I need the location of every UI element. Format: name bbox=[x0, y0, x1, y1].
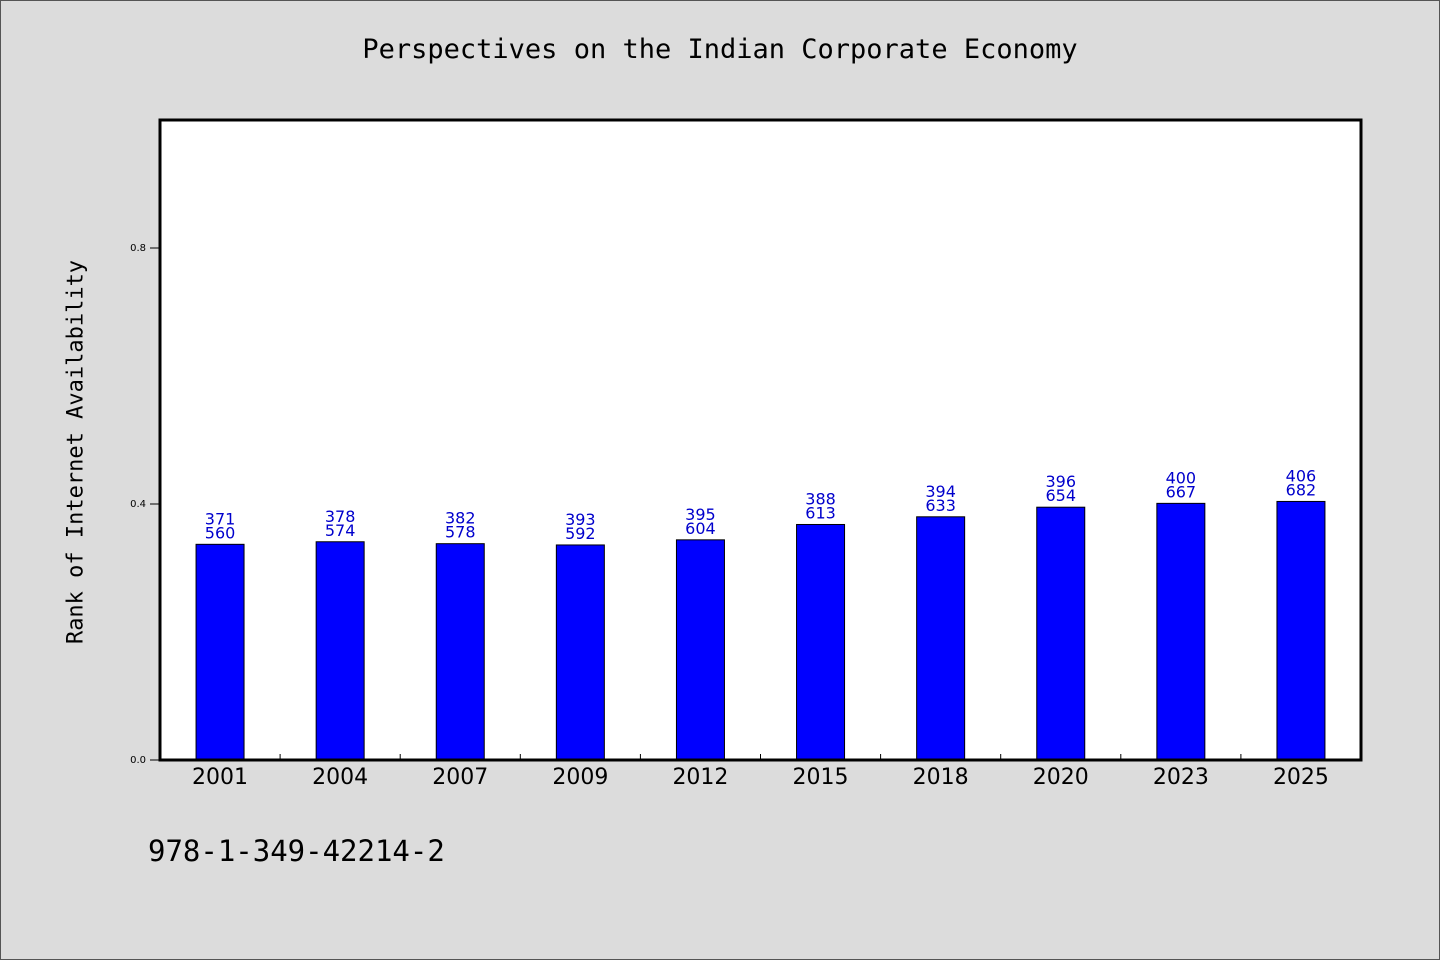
axis-layer: 2001 2004 2007 2009 2012 2015 2018 2020 2023 2025… bbox=[130, 243, 1329, 790]
data-label-top-2009: 393 bbox=[565, 510, 596, 529]
bar-2004 bbox=[315, 541, 365, 761]
data-label-top-2023: 400 bbox=[1166, 468, 1197, 487]
data-label-bottom-2001: 560 bbox=[205, 523, 236, 542]
bar-2007 bbox=[435, 543, 485, 761]
bar-2020 bbox=[1036, 506, 1086, 761]
isbn-label: 978-1-349-42214-2 bbox=[148, 834, 445, 868]
x-tick-label-2025: 2025 bbox=[1273, 765, 1329, 790]
x-tick-label-2018: 2018 bbox=[913, 765, 969, 790]
bar-2023 bbox=[1156, 502, 1206, 761]
bars-layer bbox=[195, 500, 1326, 761]
x-tick-label-2004: 2004 bbox=[312, 765, 368, 790]
y-tick-label: 0.8 bbox=[130, 243, 146, 254]
data-labels-layer: 3715603785743825783935923956043886133946… bbox=[205, 466, 1316, 543]
data-label-top-2020: 396 bbox=[1045, 472, 1076, 491]
data-label-top-2018: 394 bbox=[925, 482, 956, 501]
chart-title: Perspectives on the Indian Corporate Eco… bbox=[362, 34, 1078, 65]
data-label-bottom-2015: 613 bbox=[805, 503, 836, 522]
bar-2015 bbox=[796, 523, 846, 761]
data-label-bottom-2007: 578 bbox=[445, 523, 476, 542]
data-label-top-2012: 395 bbox=[685, 505, 716, 524]
data-label-top-2004: 378 bbox=[325, 507, 356, 526]
x-tick-label-2007: 2007 bbox=[432, 765, 488, 790]
x-tick-label-2020: 2020 bbox=[1033, 765, 1089, 790]
data-label-bottom-2004: 574 bbox=[325, 521, 356, 540]
x-tick-label-2012: 2012 bbox=[672, 765, 728, 790]
bar-2012 bbox=[675, 539, 725, 761]
bar-2025 bbox=[1276, 500, 1326, 761]
x-tick-label-2015: 2015 bbox=[793, 765, 849, 790]
data-label-top-2015: 388 bbox=[805, 489, 836, 508]
bar-2001 bbox=[195, 543, 245, 761]
data-label-bottom-2018: 633 bbox=[925, 496, 956, 515]
data-label-top-2025: 406 bbox=[1286, 466, 1317, 485]
data-label-bottom-2023: 667 bbox=[1166, 482, 1197, 501]
x-tick-label-2009: 2009 bbox=[552, 765, 608, 790]
x-tick-label-2023: 2023 bbox=[1153, 765, 1209, 790]
bar-2018 bbox=[916, 516, 966, 761]
data-label-bottom-2020: 654 bbox=[1045, 486, 1076, 505]
y-tick-label: 0.0 bbox=[130, 755, 146, 766]
data-label-bottom-2009: 592 bbox=[565, 524, 596, 543]
data-label-bottom-2012: 604 bbox=[685, 519, 716, 538]
bar-2009 bbox=[555, 544, 605, 761]
data-label-top-2001: 371 bbox=[205, 509, 236, 528]
x-tick-label-2001: 2001 bbox=[192, 765, 248, 790]
plot-frame bbox=[158, 118, 1363, 762]
y-tick-label: 0.4 bbox=[130, 499, 146, 510]
data-label-bottom-2025: 682 bbox=[1286, 480, 1317, 499]
data-label-top-2007: 382 bbox=[445, 509, 476, 528]
